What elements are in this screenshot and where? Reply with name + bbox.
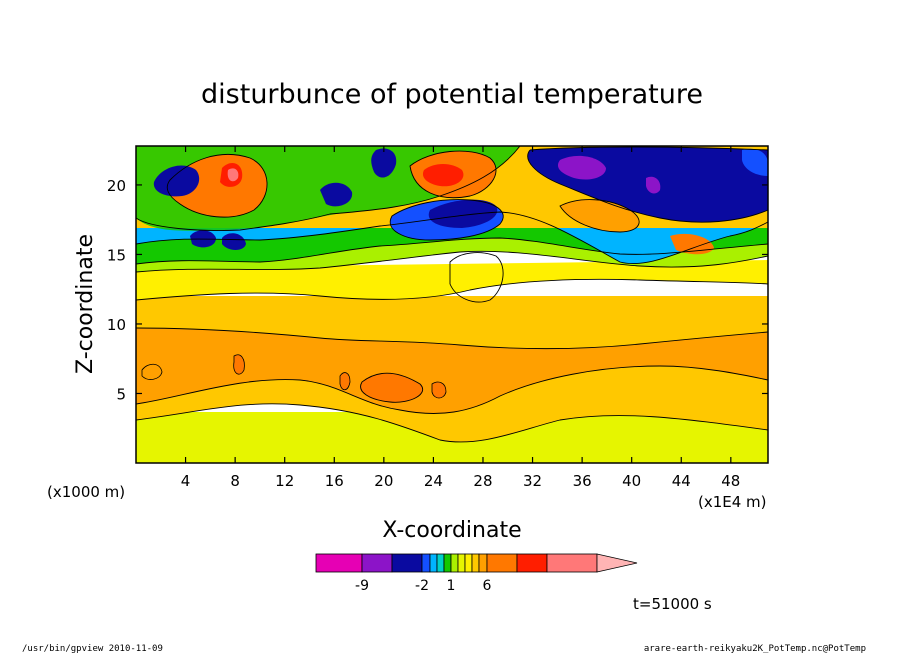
colorbar-swatch-13 bbox=[516, 553, 548, 573]
band-strong-orange bbox=[360, 373, 423, 403]
top-purple-right-2 bbox=[646, 176, 661, 194]
colorbar-swatch-8 bbox=[457, 553, 466, 573]
top-orange-right bbox=[560, 199, 640, 232]
footer-right: arare-earth-reikyaku2K_PotTemp.nc@PotTem… bbox=[644, 644, 866, 654]
x-tick-label: 24 bbox=[424, 472, 443, 490]
x-tick-label: 32 bbox=[523, 472, 542, 490]
top-pink-core-left bbox=[227, 168, 239, 182]
colorbar-labels: -9 -2 1 6 bbox=[355, 578, 492, 594]
colorbar-label: 6 bbox=[483, 578, 492, 594]
x-unit-label: (x1E4 m) bbox=[698, 493, 767, 511]
x-tick-label: 40 bbox=[622, 472, 641, 490]
colorbar-swatch-3 bbox=[421, 553, 431, 573]
colorbar-label: -2 bbox=[415, 578, 429, 594]
colorbar-swatch-0 bbox=[315, 553, 363, 573]
colorbar-swatch-12 bbox=[486, 553, 518, 573]
x-axis-label: X-coordinate bbox=[382, 518, 521, 543]
top-orange-right-2 bbox=[670, 233, 714, 255]
y-tick-label: 20 bbox=[107, 177, 126, 195]
x-axis-ticks: 4 8 12 16 20 24 28 32 36 40 44 48 bbox=[181, 146, 740, 490]
x-tick-label: 12 bbox=[275, 472, 294, 490]
colorbar-swatch-6 bbox=[443, 553, 452, 573]
top-navy-left-edge bbox=[371, 148, 397, 178]
y-tick-label: 10 bbox=[107, 316, 126, 334]
top-red-core-mid bbox=[422, 164, 464, 187]
top-blue-left bbox=[153, 165, 200, 197]
x-tick-label: 44 bbox=[672, 472, 691, 490]
x-tick-label: 28 bbox=[473, 472, 492, 490]
colorbar-swatch-7 bbox=[450, 553, 459, 573]
plot-frame bbox=[135, 145, 769, 464]
colorbar-swatch-1 bbox=[361, 553, 393, 573]
colorbar-swatch-5 bbox=[436, 553, 445, 573]
surface-orange-patch-3 bbox=[431, 381, 447, 399]
top-navy-center bbox=[428, 199, 498, 228]
contour-lines bbox=[136, 146, 768, 443]
y-tick-label: 5 bbox=[116, 385, 126, 403]
colorbar-swatch-2 bbox=[391, 553, 423, 573]
x-tick-label: 8 bbox=[230, 472, 240, 490]
colorbar-swatch-9 bbox=[464, 553, 473, 573]
colorbar-label: -9 bbox=[355, 578, 369, 594]
top-purple-right bbox=[557, 155, 606, 180]
x-tick-label: 16 bbox=[325, 472, 344, 490]
y-axis-ticks: 5 10 15 20 bbox=[107, 177, 768, 403]
colorbar-label: 1 bbox=[447, 578, 456, 594]
surface-orange-patch bbox=[141, 363, 163, 380]
top-blue-small bbox=[320, 182, 353, 207]
colorbar-arrow bbox=[596, 553, 638, 573]
x-tick-label: 20 bbox=[374, 472, 393, 490]
plot-area bbox=[136, 146, 768, 463]
y-unit-label: (x1000 m) bbox=[47, 483, 125, 501]
x-tick-label: 48 bbox=[721, 472, 740, 490]
time-label: t=51000 s bbox=[633, 595, 712, 613]
top-navy-right-edge bbox=[742, 148, 768, 176]
y-tick-label: 15 bbox=[107, 246, 126, 264]
colorbar-swatch-14 bbox=[546, 553, 598, 573]
chart-title: disturbunce of potential temperature bbox=[201, 79, 703, 110]
colorbar-swatch-4 bbox=[429, 553, 438, 573]
band-mid-orange bbox=[136, 328, 768, 414]
top-blue-lower-left-2 bbox=[222, 233, 246, 250]
x-tick-label: 36 bbox=[573, 472, 592, 490]
surface-orange-patch-2 bbox=[339, 372, 351, 391]
footer-left: /usr/bin/gpview 2010-11-09 bbox=[22, 644, 163, 654]
band-upper-yellow bbox=[136, 260, 768, 300]
colorbar-swatch-11 bbox=[478, 553, 488, 573]
colorbar bbox=[315, 553, 638, 573]
x-tick-label: 4 bbox=[181, 472, 191, 490]
surface-orange-patch-4 bbox=[233, 354, 245, 375]
colorbar-swatch-10 bbox=[471, 553, 480, 573]
y-axis-label: Z-coordinate bbox=[73, 234, 98, 374]
